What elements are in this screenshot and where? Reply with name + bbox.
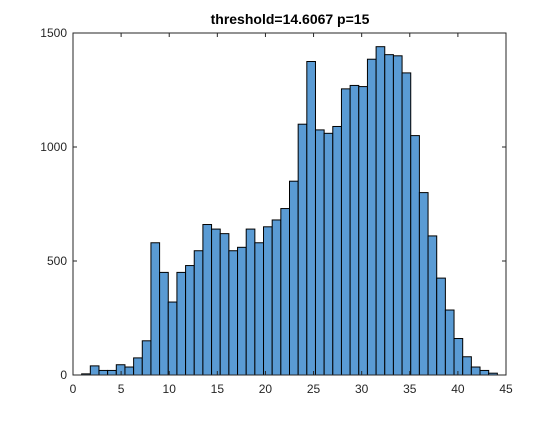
histogram-bar [133,357,143,376]
histogram-bar [375,46,386,376]
histogram-bar [193,250,204,376]
x-tick-label: 40 [451,382,465,396]
histogram-bar [98,369,109,376]
histogram-bar [141,340,152,376]
histogram-bar [306,61,316,376]
histogram-bar [418,192,429,376]
histogram-bar [167,301,178,376]
histogram-bar [289,180,299,376]
histogram-bar [237,246,247,376]
histogram-bar [444,309,455,376]
y-axis-ticks: 0 500 1000 1500 [40,26,506,382]
y-tick-label: 1000 [40,140,67,154]
histogram-bar [176,271,187,376]
histogram-bar [323,132,334,376]
histogram-bar [479,369,490,376]
histogram-bar [410,135,420,376]
histogram-bar [219,233,230,376]
chart-title: threshold=14.6067 p=15 [211,11,370,27]
histogram-bar [332,125,342,376]
histogram-bar [358,86,368,376]
x-tick-label: 30 [355,382,369,396]
histogram-bar [297,123,308,376]
histogram-bar [159,271,169,376]
x-tick-label: 20 [259,382,273,396]
histogram-bar [185,265,195,376]
histogram-bar [392,55,403,376]
histogram-bar [263,226,273,376]
x-tick-label: 25 [307,382,321,396]
histogram-bar [271,219,282,376]
histogram-bar [254,242,265,376]
y-tick-label: 500 [47,254,67,268]
histogram-bar [245,228,256,376]
histogram-bar [384,54,394,376]
histogram-bar [340,88,351,376]
histogram-bar [349,84,360,376]
histogram-bar [124,366,135,376]
axes-box [72,32,507,376]
histogram-bar [150,242,161,376]
x-tick-label: 35 [403,382,417,396]
histogram-bar [211,228,221,376]
y-tick-label: 1500 [40,26,67,40]
histogram-bar [89,365,100,376]
y-tick-label: 0 [60,368,67,382]
x-tick-label: 10 [163,382,177,396]
histogram-bar [427,235,438,376]
histogram-bar [366,58,377,376]
histogram-bar [436,277,446,376]
histogram-bar [401,72,412,376]
histogram-bar [470,366,481,376]
x-tick-label: 0 [70,382,77,396]
histogram-bar [107,369,117,376]
histogram-bar [228,250,239,376]
x-tick-label: 5 [118,382,125,396]
histogram-bar [280,208,290,376]
x-axis-ticks: 0 5 10 15 20 25 30 35 40 45 [70,33,513,396]
x-tick-label: 45 [499,382,513,396]
histogram-bar [314,129,325,376]
histogram-bar [202,224,213,376]
histogram-bar [453,338,464,376]
histogram-bar [462,356,472,376]
x-tick-label: 15 [211,382,225,396]
